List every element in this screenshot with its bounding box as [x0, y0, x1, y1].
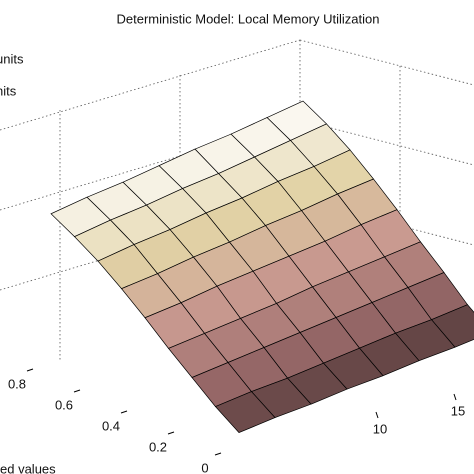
x-tick-label: 0.6	[55, 397, 73, 412]
x-tick-label: 0.4	[102, 418, 120, 433]
chart-title: Deterministic Model: Local Memory Utiliz…	[117, 11, 380, 26]
y-tick	[453, 393, 457, 401]
x-tick	[26, 368, 34, 372]
x-tick	[214, 452, 222, 456]
y-tick	[375, 411, 379, 419]
legend-text: nits	[0, 83, 17, 98]
legend-text: units	[0, 51, 24, 66]
surface	[50, 100, 474, 434]
x-axis-label: ed values	[0, 461, 56, 474]
x-tick	[73, 389, 81, 393]
x-tick-label: 0.8	[8, 376, 26, 391]
x-tick	[120, 410, 128, 414]
frame-line	[0, 39, 301, 131]
x-tick	[167, 431, 175, 435]
x-tick-label: 0.2	[149, 439, 167, 454]
x-tick-label: 0	[201, 460, 208, 474]
surface-patch	[214, 391, 276, 434]
y-tick-label: 10	[373, 421, 387, 436]
frame-line	[299, 39, 474, 86]
y-tick-label: 15	[451, 403, 465, 418]
